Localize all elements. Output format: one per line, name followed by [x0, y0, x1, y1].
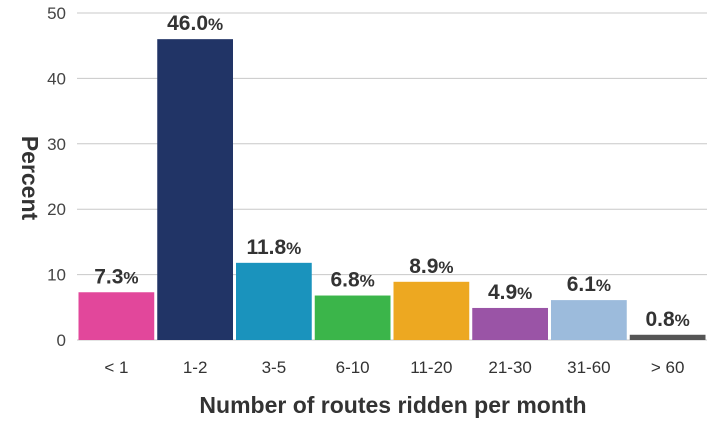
data-label-value: 6.1: [567, 273, 597, 296]
data-label: 4.9%: [488, 281, 532, 304]
y-tick-label: 20: [47, 200, 66, 219]
data-label: 8.9%: [409, 255, 453, 278]
data-label-suffix: %: [438, 258, 453, 277]
data-label-value: 6.8: [330, 269, 360, 292]
y-tick-label: 40: [47, 69, 66, 88]
y-tick-label: 30: [47, 135, 66, 154]
data-label-suffix: %: [208, 15, 223, 34]
data-label-value: 8.9: [409, 255, 438, 278]
data-label: 11.8%: [246, 236, 301, 259]
bar: [157, 39, 233, 340]
bar: [393, 281, 470, 340]
x-tick-label: 21-30: [488, 358, 531, 377]
data-label-value: 7.3: [94, 265, 123, 288]
data-label-suffix: %: [517, 284, 532, 303]
bar: [551, 300, 627, 340]
data-label-suffix: %: [596, 276, 611, 295]
bar: [314, 295, 391, 340]
y-axis-ticks: 0 10 20 30 40 50: [47, 4, 66, 350]
y-tick-label: 10: [47, 266, 66, 285]
data-label-value: 46.0: [167, 12, 208, 35]
data-label-value: 4.9: [488, 281, 517, 304]
data-label: 6.8%: [330, 269, 374, 292]
bar: [629, 334, 706, 340]
data-label: 46.0%: [167, 12, 223, 35]
data-label: 7.3%: [94, 265, 138, 288]
bar: [236, 262, 312, 340]
x-tick-label: 31-60: [567, 358, 610, 377]
data-label: 6.1%: [567, 273, 611, 296]
data-label-suffix: %: [360, 272, 375, 291]
data-label-suffix: %: [675, 311, 690, 330]
bars: [78, 39, 706, 340]
bar: [472, 307, 548, 340]
data-label-value: 11.8: [246, 236, 286, 259]
x-tick-label: 11-20: [410, 358, 452, 377]
data-label: 0.8%: [645, 308, 689, 331]
y-tick-label: 50: [47, 4, 66, 23]
data-label-suffix: %: [286, 239, 301, 258]
x-tick-label: < 1: [104, 358, 128, 377]
x-tick-label: 3-5: [262, 358, 287, 377]
y-axis-title: Percent: [17, 136, 43, 221]
data-label-suffix: %: [123, 268, 138, 287]
data-label-value: 0.8: [645, 308, 675, 331]
data-labels: 7.3%46.0%11.8%6.8%8.9%4.9% 6.1%0.8%: [94, 12, 690, 331]
bar: [78, 292, 155, 340]
x-tick-label: 1-2: [183, 358, 208, 377]
y-tick-label: 0: [57, 331, 66, 350]
x-axis-ticks: < 1 1-2 3-5 6-10 11-20 21-30 31-60 > 60: [104, 358, 684, 377]
x-tick-label: 6-10: [336, 358, 370, 377]
x-tick-label: > 60: [651, 358, 685, 377]
x-axis-title: Number of routes ridden per month: [199, 392, 586, 418]
